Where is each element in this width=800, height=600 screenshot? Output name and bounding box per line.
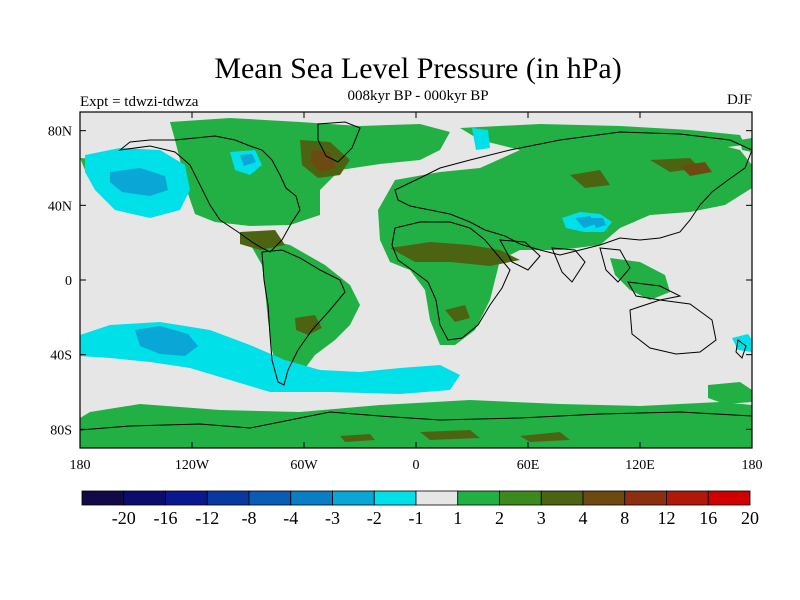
lon-tick-label: 180 xyxy=(742,458,763,473)
longitude-axis: 180 120W 60W 0 60E 120E 180 xyxy=(70,112,763,473)
colorbar-swatch xyxy=(499,490,542,506)
experiment-label: Expt = tdwzi-tdwza xyxy=(80,94,199,110)
map-title: Mean Sea Level Pressure (in hPa) xyxy=(214,52,622,85)
negative-anomaly-2-3 xyxy=(110,154,606,356)
colorbar-label: -3 xyxy=(325,508,340,528)
colorbar-swatch xyxy=(624,490,667,506)
lat-tick-label: 80N xyxy=(48,125,72,140)
lon-tick-label: 60E xyxy=(517,458,540,473)
colorbar-swatch xyxy=(248,490,292,506)
colorbar-label: -8 xyxy=(242,508,257,528)
colorbar-swatch xyxy=(123,490,166,506)
latitude-axis: 80N 40N 0 40S 80S xyxy=(48,125,752,438)
colorbar-label: 3 xyxy=(537,508,546,528)
colorbar-label: 4 xyxy=(579,508,588,528)
lat-tick-label: 0 xyxy=(65,274,72,289)
colorbar-swatch xyxy=(707,490,751,506)
lat-tick-label: 40N xyxy=(48,199,72,214)
lon-tick-label: 120W xyxy=(175,458,210,473)
colorbar-swatch xyxy=(415,490,459,506)
colorbar-label: -12 xyxy=(195,508,219,528)
positive-anomaly-3-4 xyxy=(310,150,712,176)
colorbar-label: 12 xyxy=(658,508,676,528)
colorbar-label: 1 xyxy=(453,508,462,528)
colorbar: -20 -16 -12 -8 -4 -3 -2 -1 1 2 3 4 8 12 16 20 xyxy=(81,490,759,528)
colorbar-swatch xyxy=(582,490,626,506)
map-plot-area xyxy=(79,111,753,449)
colorbar-swatch xyxy=(206,490,250,506)
colorbar-label: -4 xyxy=(283,508,298,528)
coastlines xyxy=(80,121,752,431)
lat-tick-label: 80S xyxy=(50,423,72,438)
colorbar-swatch xyxy=(666,490,709,506)
colorbar-label: -20 xyxy=(112,508,136,528)
colorbar-swatch xyxy=(290,490,333,506)
colorbar-swatch xyxy=(540,490,584,506)
lon-tick-label: 0 xyxy=(413,458,420,473)
map-subtitle: 008kyr BP - 000kyr BP xyxy=(347,88,489,104)
colorbar-label: 2 xyxy=(495,508,504,528)
season-label: DJF xyxy=(726,92,752,108)
colorbar-label: 8 xyxy=(620,508,629,528)
lon-tick-label: 60W xyxy=(290,458,318,473)
lon-tick-label: 120E xyxy=(625,458,655,473)
colorbar-swatch xyxy=(457,490,500,506)
colorbar-label: -16 xyxy=(154,508,178,528)
lon-tick-label: 180 xyxy=(70,458,91,473)
colorbar-swatch xyxy=(332,490,375,506)
colorbar-swatch xyxy=(373,490,417,506)
colorbar-swatch xyxy=(81,490,125,506)
lat-tick-label: 40S xyxy=(50,349,72,364)
colorbar-label: -2 xyxy=(367,508,382,528)
colorbar-label: 20 xyxy=(741,508,759,528)
colorbar-label: 16 xyxy=(699,508,717,528)
pressure-anomaly-fill xyxy=(80,118,752,448)
colorbar-swatch xyxy=(165,490,208,506)
positive-anomaly-1-2 xyxy=(80,118,752,448)
colorbar-label: -1 xyxy=(409,508,424,528)
